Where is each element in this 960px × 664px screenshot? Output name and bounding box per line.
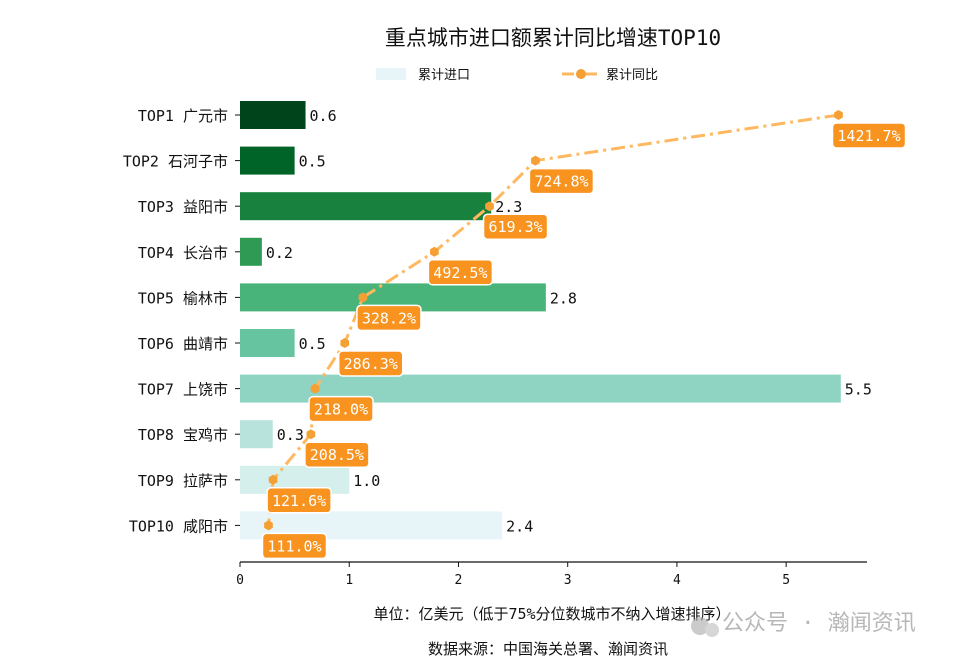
yoy-label: 218.0% xyxy=(314,401,368,419)
bar-value-label: 0.5 xyxy=(299,335,326,353)
bar-value-label: 0.6 xyxy=(310,107,337,125)
bar xyxy=(240,329,295,357)
yoy-label: 1421.7% xyxy=(837,127,900,145)
watermark: 公众号 · 瀚闻资讯 xyxy=(691,611,916,637)
bar xyxy=(240,192,492,221)
category-label: TOP4 长治市 xyxy=(138,244,228,262)
bar-value-label: 0.5 xyxy=(299,153,326,171)
yoy-label-box xyxy=(528,167,595,195)
yoy-label-box xyxy=(261,532,328,560)
legend-marker xyxy=(576,69,586,79)
bar-value-label: 2.8 xyxy=(550,289,577,307)
bar xyxy=(240,420,273,449)
bar-value-label: 2.3 xyxy=(495,198,522,216)
category-label: TOP10 咸阳市 xyxy=(129,517,228,535)
x-tick-label: 4 xyxy=(673,573,681,588)
yoy-marker xyxy=(340,338,350,348)
legend-swatch-bar xyxy=(376,68,406,80)
category-label: TOP5 榆林市 xyxy=(138,289,228,307)
category-label: TOP6 曲靖市 xyxy=(138,335,228,353)
bar xyxy=(240,237,262,266)
yoy-label-box xyxy=(308,395,374,423)
yoy-label: 492.5% xyxy=(433,264,487,282)
legend-label-bar: 累计进口 xyxy=(418,68,470,83)
legend-label-line: 累计同比 xyxy=(606,68,658,83)
yoy-marker xyxy=(264,520,273,531)
yoy-marker xyxy=(306,429,316,440)
yoy-marker xyxy=(531,155,540,166)
yoy-label-box xyxy=(266,487,332,514)
yoy-label: 208.5% xyxy=(310,446,364,464)
yoy-line xyxy=(266,113,839,526)
category-label: TOP8 宝鸡市 xyxy=(138,426,228,444)
bar-value-label: 5.5 xyxy=(845,381,872,399)
yoy-label: 111.0% xyxy=(267,537,321,555)
bar xyxy=(240,146,295,175)
yoy-label-box xyxy=(482,213,549,240)
yoy-label: 724.8% xyxy=(534,173,588,191)
x-tick-label: 5 xyxy=(782,573,790,588)
wechat-icon xyxy=(691,617,709,635)
x-axis-label: 单位：亿美元（低于75%分位数城市不纳入增速排序） xyxy=(373,605,730,623)
category-label: TOP3 益阳市 xyxy=(138,198,228,216)
yoy-label-box xyxy=(356,304,422,332)
yoy-label-box xyxy=(337,350,404,377)
yoy-marker xyxy=(358,292,368,303)
bar-value-label: 1.0 xyxy=(353,472,380,490)
yoy-label: 121.6% xyxy=(272,492,326,510)
category-label: TOP1 广元市 xyxy=(138,107,228,125)
yoy-marker xyxy=(268,474,278,485)
yoy-label-box xyxy=(304,441,370,468)
x-tick-label: 0 xyxy=(236,573,244,588)
source-note: 数据来源：中国海关总署、瀚闻资讯 xyxy=(428,640,668,658)
bar-value-label: 0.3 xyxy=(277,426,304,444)
x-tick-label: 1 xyxy=(345,573,353,588)
yoy-label-box xyxy=(427,259,494,286)
yoy-label: 619.3% xyxy=(488,218,542,236)
category-label: TOP7 上饶市 xyxy=(138,381,228,399)
x-tick-label: 3 xyxy=(564,573,572,588)
category-label: TOP2 石河子市 xyxy=(123,153,228,171)
yoy-label: 286.3% xyxy=(344,355,398,373)
watermark-text: 公众号 · 瀚闻资讯 xyxy=(722,611,916,636)
yoy-marker xyxy=(485,201,494,212)
bar-value-label: 2.4 xyxy=(506,517,533,535)
yoy-label-box xyxy=(831,122,907,149)
yoy-marker xyxy=(834,110,843,120)
x-tick-label: 2 xyxy=(455,573,463,588)
legend: 累计进口 累计同比 xyxy=(376,68,658,83)
yoy-marker xyxy=(310,383,320,394)
chart-title: 重点城市进口额累计同比增速TOP10 xyxy=(385,26,721,50)
yoy-marker xyxy=(430,246,439,257)
yoy-label: 328.2% xyxy=(362,309,416,327)
category-label: TOP9 拉萨市 xyxy=(138,472,228,490)
bar-value-label: 0.2 xyxy=(266,244,293,262)
bar xyxy=(240,101,306,129)
